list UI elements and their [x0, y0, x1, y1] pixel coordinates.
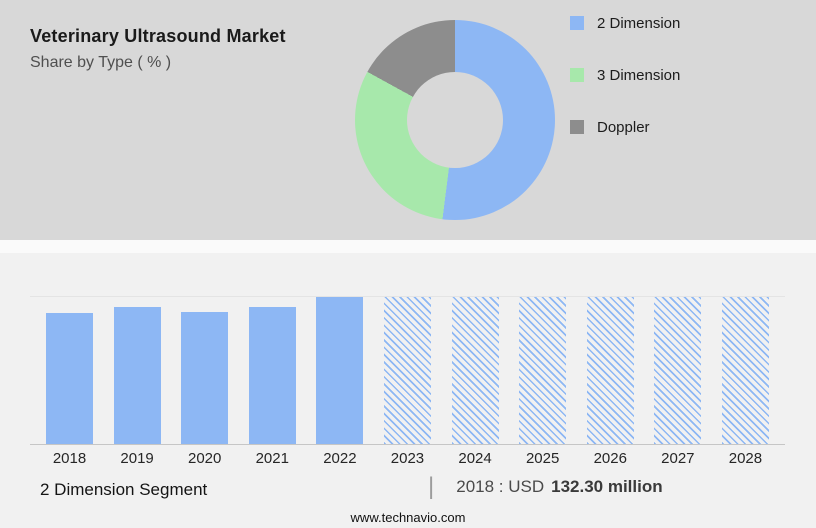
bar-2026: [586, 297, 634, 444]
x-label-2023: 2023: [390, 450, 425, 467]
x-labels: 2018 2019 2020 2021 2022 2023 2024 2025 2026 2027…: [30, 450, 785, 467]
legend-label: 2 Dimension: [597, 14, 681, 32]
page-title: Veterinary Ultrasound Market: [30, 26, 286, 46]
headings: Veterinary Ultrasound Market Share by Ty…: [30, 26, 286, 72]
footer-url: www.technavio.com: [350, 510, 466, 525]
bottom-panel: 2018 2019 2020 2021 2022 2023 2024 2025 2026 2027…: [0, 240, 816, 528]
bar-2028: [721, 297, 769, 444]
page-subtitle: Share by Type ( % ): [30, 54, 172, 71]
separator-bar: |: [428, 473, 435, 500]
value-prefix: 2018 : USD: [456, 477, 545, 496]
donut-chart: [355, 20, 555, 220]
x-label-2025: 2025: [525, 450, 560, 467]
legend-item: 3 Dimension: [570, 64, 680, 86]
value-text: 2018 : USD 132.30 million: [456, 477, 662, 497]
divider-strip: [0, 240, 816, 253]
top-panel: Veterinary Ultrasound Market Share by Ty…: [0, 0, 816, 240]
bar-2023: [383, 297, 431, 444]
x-label-2022: 2022: [323, 450, 357, 467]
legend-item: Doppler: [570, 116, 680, 138]
bar-chart-plot: [30, 296, 785, 445]
segment-label: 2 Dimension Segment: [40, 480, 208, 499]
x-label-2027: 2027: [661, 450, 695, 467]
bar-2027: [654, 297, 702, 444]
legend-label: Doppler: [597, 118, 650, 136]
legend-swatch: [570, 120, 584, 134]
legend-item: 2 Dimension: [570, 12, 680, 34]
legend: 2 Dimension 3 Dimension Doppler: [570, 12, 680, 168]
bar-2022: [316, 297, 364, 444]
bar-2024: [451, 297, 499, 444]
bar-2021: [248, 307, 296, 444]
x-label-2026: 2026: [593, 450, 627, 467]
x-label-2028: 2028: [728, 450, 763, 467]
bar-2020: [181, 311, 229, 444]
legend-swatch: [570, 16, 584, 30]
bar-2025: [519, 297, 567, 444]
bar-2018: [46, 313, 93, 444]
legend-swatch: [570, 68, 584, 82]
bars-row: [30, 297, 785, 444]
value-annotation: | 2018 : USD 132.30 million: [428, 475, 663, 499]
x-label-2021: 2021: [255, 450, 289, 467]
x-label-2024: 2024: [458, 450, 492, 467]
bar-2019: [113, 307, 161, 444]
x-label-2018: 2018: [52, 450, 87, 467]
donut-hole: [407, 72, 503, 168]
legend-label: 3 Dimension: [597, 66, 681, 84]
x-label-2020: 2020: [188, 450, 222, 467]
x-label-2019: 2019: [120, 450, 154, 467]
value-amount: 132.30 million: [551, 477, 663, 496]
